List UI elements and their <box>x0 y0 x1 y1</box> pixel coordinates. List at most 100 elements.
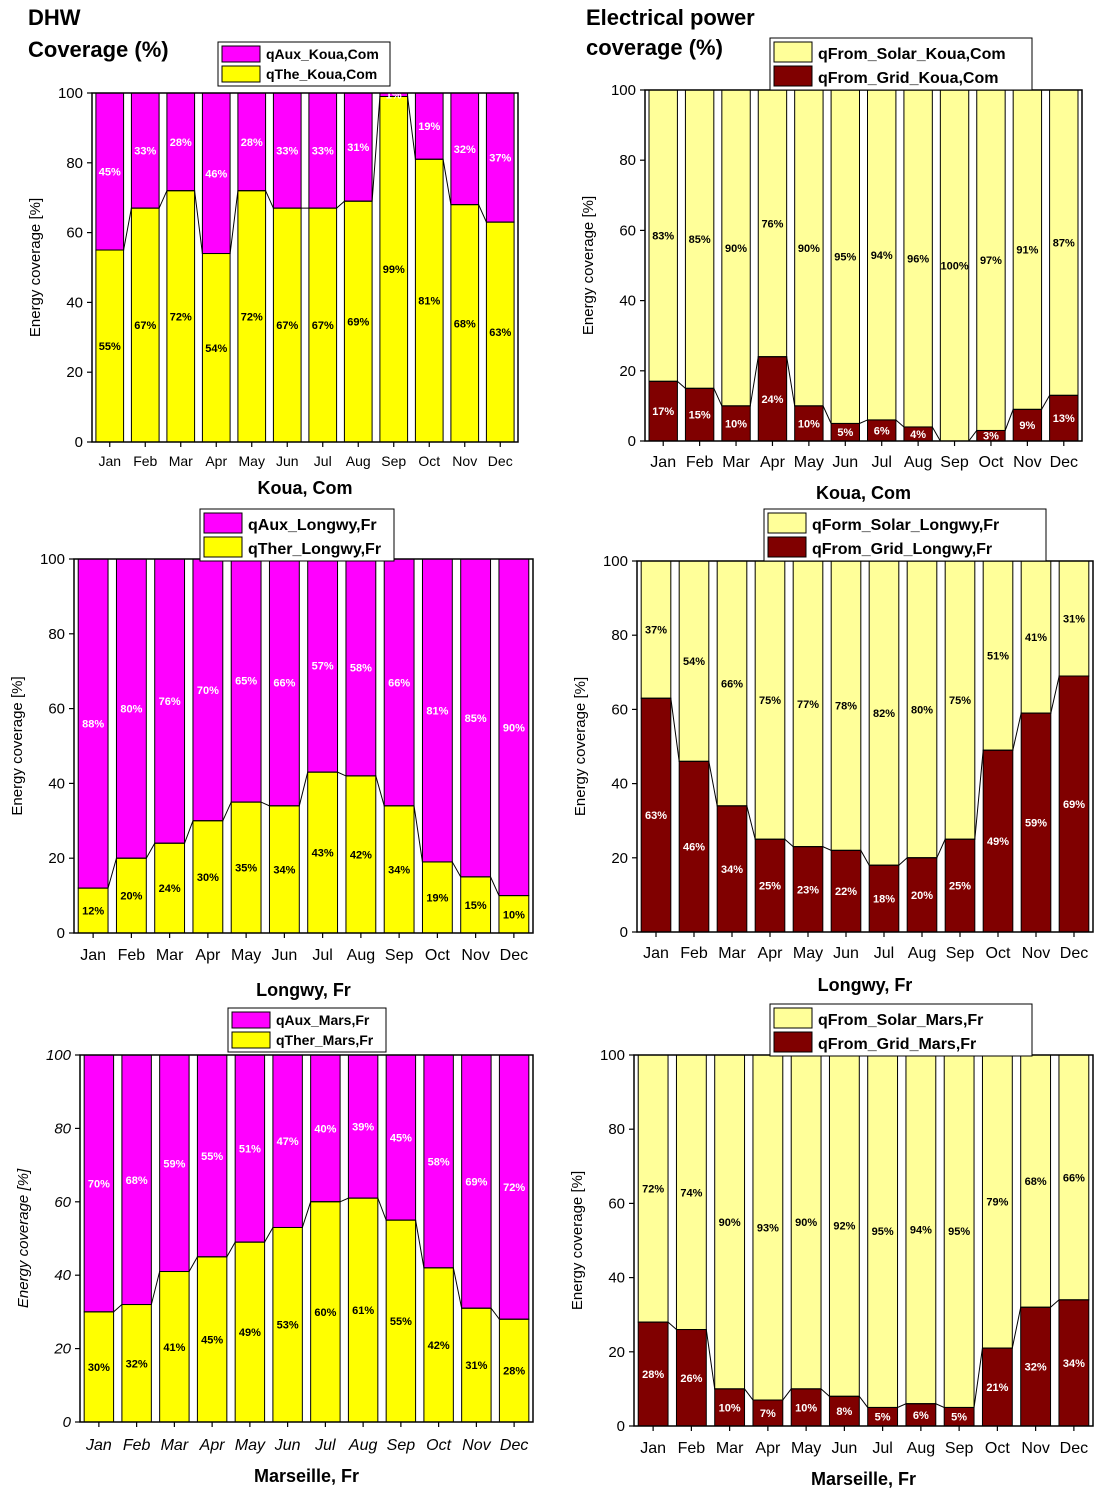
elec-koua-bar-may-top <box>794 89 824 407</box>
dhw-marseille-label-dec-top: 72% <box>503 1182 525 1194</box>
dhw-koua-label-jun-bottom: 67% <box>276 320 298 332</box>
elec-longwy-label-jul-bottom: 18% <box>873 894 895 906</box>
dhw-koua-label-feb-top: 33% <box>134 146 156 158</box>
elec-longwy-bar-jul-top <box>868 560 900 866</box>
elec-longwy-bar-oct-top <box>982 560 1014 751</box>
dhw-marseille-bar-dec-top <box>498 1054 530 1320</box>
elec-marseille-ytick-label-20: 20 <box>608 1344 625 1361</box>
elec-longwy-bar-apr-bottom <box>754 838 786 933</box>
dhw-marseille-label-nov-bottom: 31% <box>465 1360 487 1372</box>
elec-marseille-xtick-label-may: May <box>791 1440 821 1457</box>
elec-longwy-label-dec-bottom: 69% <box>1063 799 1085 811</box>
elec-marseille-xtick-label-oct: Oct <box>985 1440 1010 1457</box>
elec-marseille-label-jun-top: 92% <box>833 1221 855 1233</box>
dhw-koua-xtick-label-dec: Dec <box>488 453 513 469</box>
dhw-marseille-chart: 30% 70% 32% 68% 41% 59% 45% 55% 49% 51% 53% 47% 60% 4… <box>15 1007 534 1486</box>
dhw-koua-bar-aug-bottom <box>343 200 373 443</box>
dhw-marseille-ytick-label-60: 60 <box>54 1194 71 1211</box>
dhw-marseille-xtick-label-sep: Sep <box>387 1437 416 1454</box>
dhw-marseille-bar-apr-top <box>196 1054 228 1258</box>
dhw-koua-bar-jan-top <box>95 92 125 251</box>
elec-koua-bar-nov-top <box>1012 89 1043 410</box>
dhw-longwy-xtick-label-jul: Jul <box>312 947 332 964</box>
dhw-koua-label-jan-top: 45% <box>99 167 121 179</box>
dhw-longwy-xtick-label-mar: Mar <box>156 947 184 964</box>
dhw-marseille-label-jul-top: 40% <box>314 1123 336 1135</box>
elec-koua-bar-apr-bottom <box>757 356 788 442</box>
elec-longwy-xtick-label-oct: Oct <box>986 945 1011 962</box>
dhw-longwy-ytick-label-60: 60 <box>48 701 65 718</box>
elec-longwy-ylabel: Energy coverage [%] <box>572 677 589 816</box>
elec-longwy-xtick-label-aug: Aug <box>908 945 936 962</box>
dhw-longwy-legend-swatch-1 <box>203 536 243 558</box>
elec-longwy-label-dec-top: 31% <box>1063 614 1085 626</box>
dhw-longwy-title: Longwy, Fr <box>256 980 351 1000</box>
dhw-longwy-bar-jan-top <box>77 558 109 889</box>
dhw-heading-line2: Coverage (%) <box>28 37 169 62</box>
elec-koua-label-apr-bottom: 24% <box>761 394 783 406</box>
elec-marseille-ylabel: Energy coverage [%] <box>569 1171 586 1310</box>
dhw-longwy-label-sep-bottom: 34% <box>388 864 410 876</box>
dhw-marseille-bar-aug-top <box>347 1054 379 1199</box>
elec-longwy-legend-label-1: qFrom_Grid_Longwy,Fr <box>812 541 992 558</box>
dhw-longwy-bar-jan-bottom <box>77 887 109 934</box>
elec-longwy-ytick-label-100: 100 <box>603 553 628 570</box>
dhw-longwy-label-oct-bottom: 19% <box>426 892 448 904</box>
elec-marseille-label-dec-bottom: 34% <box>1063 1358 1085 1370</box>
elec-koua-label-oct-top: 97% <box>980 255 1002 267</box>
elec-koua-xtick-label-apr: Apr <box>760 454 786 471</box>
dhw-longwy-label-oct-top: 81% <box>426 705 448 717</box>
elec-longwy-label-feb-bottom: 46% <box>683 842 705 854</box>
elec-marseille-legend-label-1: qFrom_Grid_Mars,Fr <box>818 1036 976 1053</box>
elec-marseille-label-aug-bottom: 6% <box>913 1410 929 1422</box>
dhw-marseille-xtick-label-mar: Mar <box>161 1437 189 1454</box>
dhw-marseille-plot-frame <box>79 1054 534 1423</box>
dhw-marseille-label-jan-top: 70% <box>88 1178 110 1190</box>
dhw-longwy-ytick-label-40: 40 <box>48 775 65 792</box>
elec-longwy-bar-aug-bottom <box>906 857 938 933</box>
elec-marseille-bar-oct-bottom <box>981 1347 1013 1427</box>
dhw-longwy-bar-aug-bottom <box>345 775 377 934</box>
elec-marseille-legend: qFrom_Solar_Mars,Fr qFrom_Grid_Mars,Fr <box>769 1003 1033 1057</box>
dhw-longwy-ylabel: Energy coverage [%] <box>9 676 26 815</box>
dhw-koua-label-apr-bottom: 54% <box>205 343 227 355</box>
elec-longwy-ytick-label-40: 40 <box>611 776 628 793</box>
elec-longwy-label-mar-bottom: 34% <box>721 864 743 876</box>
elec-koua-label-mar-bottom: 10% <box>725 418 747 430</box>
elec-koua-bar-jul-top <box>867 89 897 421</box>
elec-marseille-label-jun-bottom: 8% <box>836 1406 852 1418</box>
dhw-longwy-ytick-label-80: 80 <box>48 626 65 643</box>
dhw-koua-bar-nov-top <box>450 92 480 206</box>
dhw-longwy-bar-may-bottom <box>230 801 262 934</box>
dhw-marseille-label-jun-bottom: 53% <box>277 1320 299 1332</box>
elec-koua-label-aug-bottom: 4% <box>910 429 926 441</box>
dhw-marseille-label-apr-top: 55% <box>201 1151 223 1163</box>
dhw-koua-legend-label-0: qAux_Koua,Com <box>266 46 379 62</box>
dhw-longwy-label-feb-bottom: 20% <box>120 891 142 903</box>
dhw-marseille-ytick-label-40: 40 <box>54 1267 71 1284</box>
dhw-koua-ytick-label-0: 0 <box>75 434 83 451</box>
dhw-marseille-xtick-label-aug: Aug <box>348 1437 378 1454</box>
elec-koua-bar-dec-bottom <box>1049 394 1079 442</box>
dhw-longwy-bar-sep-bottom <box>383 805 415 934</box>
elec-longwy-label-oct-top: 51% <box>987 651 1009 663</box>
dhw-koua-label-nov-top: 32% <box>454 144 476 156</box>
elec-marseille-label-nov-top: 68% <box>1025 1176 1047 1188</box>
dhw-longwy-label-apr-top: 70% <box>197 685 219 697</box>
dhw-longwy-label-apr-bottom: 30% <box>197 872 219 884</box>
dhw-longwy-label-nov-top: 85% <box>465 713 487 725</box>
elec-longwy-label-nov-top: 41% <box>1025 632 1047 644</box>
dhw-marseille-xtick-label-feb: Feb <box>123 1437 151 1454</box>
dhw-longwy-legend: qAux_Longwy,Fr qTher_Longwy,Fr <box>199 508 395 562</box>
dhw-longwy-legend-label-0: qAux_Longwy,Fr <box>248 517 377 534</box>
elec-marseille-legend-swatch-0 <box>773 1007 813 1029</box>
elec-koua-ytick-label-40: 40 <box>619 293 636 310</box>
elec-koua-label-oct-bottom: 3% <box>983 431 999 443</box>
elec-marseille-ytick-label-40: 40 <box>608 1270 625 1287</box>
elec-longwy-label-sep-bottom: 25% <box>949 881 971 893</box>
elec-koua-xtick-label-sep: Sep <box>940 454 969 471</box>
elec-marseille-xtick-label-feb: Feb <box>678 1440 706 1457</box>
dhw-marseille-bar-may-top <box>234 1054 266 1243</box>
elec-longwy-bar-jun-bottom <box>830 849 862 933</box>
dhw-koua-label-may-bottom: 72% <box>241 311 263 323</box>
